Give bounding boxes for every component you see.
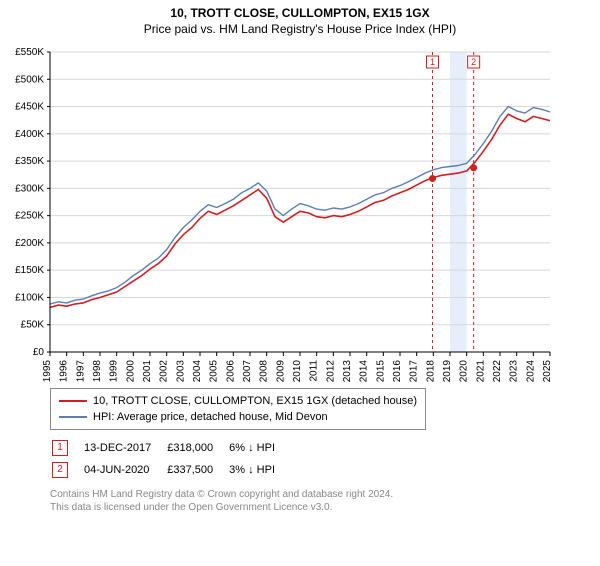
svg-text:2017: 2017 xyxy=(409,360,420,382)
svg-text:2023: 2023 xyxy=(509,360,520,382)
legend-label: 10, TROTT CLOSE, CULLOMPTON, EX15 1GX (d… xyxy=(93,393,417,409)
svg-text:2001: 2001 xyxy=(142,360,153,382)
svg-text:2020: 2020 xyxy=(459,360,470,382)
svg-text:£450K: £450K xyxy=(15,102,44,113)
price-chart: £0 £50K £100K £150K £200K £250K £300K £350K £400… xyxy=(0,42,600,382)
svg-text:£400K: £400K xyxy=(15,129,44,140)
svg-text:2016: 2016 xyxy=(392,360,403,382)
svg-text:2006: 2006 xyxy=(225,360,236,382)
svg-text:2011: 2011 xyxy=(309,360,320,382)
svg-text:£150K: £150K xyxy=(15,265,44,276)
title-line-1: 10, TROTT CLOSE, CULLOMPTON, EX15 1GX xyxy=(0,6,600,20)
svg-text:2: 2 xyxy=(471,57,476,67)
marker-delta: 6% ↓ HPI xyxy=(229,438,289,458)
svg-text:2003: 2003 xyxy=(175,360,186,382)
marker-row: 2 04-JUN-2020£337,5003% ↓ HPI xyxy=(52,460,289,480)
marker-delta: 3% ↓ HPI xyxy=(229,460,289,480)
svg-text:£350K: £350K xyxy=(15,156,44,167)
svg-text:£50K: £50K xyxy=(21,320,45,331)
svg-text:2021: 2021 xyxy=(475,360,486,382)
marker-date: 13-DEC-2017 xyxy=(84,438,165,458)
svg-text:2018: 2018 xyxy=(425,360,436,382)
svg-text:£200K: £200K xyxy=(15,238,44,249)
svg-text:2008: 2008 xyxy=(259,360,270,382)
svg-text:2002: 2002 xyxy=(159,360,170,382)
svg-text:£550K: £550K xyxy=(15,47,44,58)
svg-text:£100K: £100K xyxy=(15,292,44,303)
svg-text:2010: 2010 xyxy=(292,360,303,382)
legend-item: 10, TROTT CLOSE, CULLOMPTON, EX15 1GX (d… xyxy=(59,393,417,409)
svg-text:£0: £0 xyxy=(33,347,45,358)
svg-text:1: 1 xyxy=(430,57,435,67)
marker-price: £337,500 xyxy=(167,460,227,480)
svg-text:2024: 2024 xyxy=(525,360,536,382)
license-text: Contains HM Land Registry data © Crown c… xyxy=(50,488,600,514)
svg-text:1998: 1998 xyxy=(92,360,103,382)
svg-text:2009: 2009 xyxy=(275,360,286,382)
chart-svg: £0 £50K £100K £150K £200K £250K £300K £350K £400… xyxy=(0,42,560,382)
svg-text:1999: 1999 xyxy=(109,360,120,382)
svg-text:2007: 2007 xyxy=(242,360,253,382)
marker-table: 1 13-DEC-2017£318,0006% ↓ HPI 2 04-JUN-2020… xyxy=(50,436,291,482)
license-line-2: This data is licensed under the Open Gov… xyxy=(50,501,600,514)
license-line-1: Contains HM Land Registry data © Crown c… xyxy=(50,488,600,501)
title-line-2: Price paid vs. HM Land Registry's House … xyxy=(0,22,600,36)
legend-label: HPI: Average price, detached house, Mid … xyxy=(93,409,328,425)
svg-text:1997: 1997 xyxy=(75,360,86,382)
svg-text:1996: 1996 xyxy=(59,360,70,382)
svg-text:2004: 2004 xyxy=(192,360,203,382)
marker-price: £318,000 xyxy=(167,438,227,458)
legend-swatch xyxy=(59,416,87,418)
legend-swatch xyxy=(59,400,87,402)
svg-text:£300K: £300K xyxy=(15,183,44,194)
svg-text:2012: 2012 xyxy=(325,360,336,382)
legend: 10, TROTT CLOSE, CULLOMPTON, EX15 1GX (d… xyxy=(50,388,426,430)
marker-badge: 2 xyxy=(52,462,68,478)
svg-text:2014: 2014 xyxy=(359,360,370,382)
svg-text:2022: 2022 xyxy=(492,360,503,382)
svg-text:2013: 2013 xyxy=(342,360,353,382)
marker-date: 04-JUN-2020 xyxy=(84,460,165,480)
svg-text:2015: 2015 xyxy=(375,360,386,382)
svg-text:£250K: £250K xyxy=(15,211,44,222)
legend-item: HPI: Average price, detached house, Mid … xyxy=(59,409,417,425)
svg-text:2000: 2000 xyxy=(125,360,136,382)
svg-text:1995: 1995 xyxy=(42,360,53,382)
svg-text:£500K: £500K xyxy=(15,74,44,85)
svg-text:2019: 2019 xyxy=(442,360,453,382)
marker-badge: 1 xyxy=(52,440,68,456)
svg-text:2005: 2005 xyxy=(209,360,220,382)
marker-row: 1 13-DEC-2017£318,0006% ↓ HPI xyxy=(52,438,289,458)
svg-text:2025: 2025 xyxy=(542,360,553,382)
